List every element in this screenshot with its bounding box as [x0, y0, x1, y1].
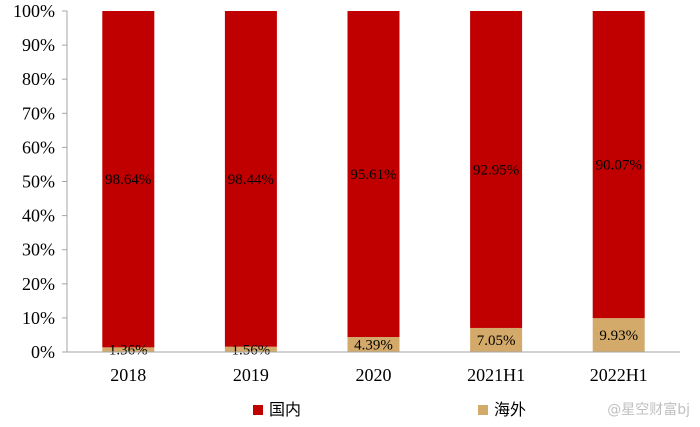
- y-tick-label: 40%: [22, 206, 55, 226]
- data-label-domestic: 92.95%: [473, 162, 519, 178]
- legend: 国内 海外: [253, 400, 526, 419]
- y-tick-label: 0%: [31, 342, 55, 362]
- y-tick-label: 20%: [22, 274, 55, 294]
- bar-overseas: [470, 327, 523, 352]
- y-axis: 0% 10% 20% 30% 40% 50% 60% 70% 80% 90% 100%: [13, 1, 68, 362]
- legend-swatch: [253, 405, 263, 415]
- legend-label: 海外: [494, 400, 526, 419]
- bar-domestic: [224, 11, 277, 347]
- data-label-domestic: 98.64%: [105, 172, 151, 188]
- legend-label: 国内: [269, 400, 301, 419]
- x-tick-label: 2018: [110, 365, 146, 385]
- y-tick-label: 70%: [22, 103, 55, 123]
- watermark-text: @星空财富bj: [607, 401, 690, 418]
- bar-domestic: [347, 11, 400, 338]
- x-tick-label: 2021H1: [467, 365, 525, 385]
- y-tick-label: 100%: [13, 1, 55, 21]
- data-label-domestic: 95.61%: [350, 167, 396, 183]
- y-tick-label: 50%: [22, 172, 55, 192]
- legend-swatch: [478, 405, 488, 415]
- bar-overseas: [592, 318, 645, 352]
- data-label-overseas: 1.36%: [109, 343, 148, 359]
- bar-domestic: [102, 11, 155, 348]
- data-label-overseas: 7.05%: [477, 333, 516, 349]
- data-label-overseas: 4.39%: [354, 338, 393, 354]
- y-tick-label: 60%: [22, 137, 55, 157]
- bar-domestic: [470, 11, 523, 328]
- y-tick-label: 30%: [22, 240, 55, 260]
- x-tick-label: 2022H1: [590, 365, 648, 385]
- bar-overseas: [224, 346, 277, 352]
- bar-overseas: [102, 347, 155, 352]
- y-tick-label: 90%: [22, 35, 55, 55]
- x-tick-label: 2020: [356, 365, 392, 385]
- data-label-domestic: 98.44%: [228, 172, 274, 188]
- data-label-domestic: 90.07%: [596, 158, 642, 174]
- x-axis: 2018 2019 2020 2021H1 2022H1: [67, 351, 680, 385]
- x-tick-label: 2019: [233, 365, 269, 385]
- bar-overseas: [347, 337, 400, 352]
- bar-domestic: [592, 11, 645, 319]
- data-label-overseas: 9.93%: [599, 328, 638, 344]
- data-label-overseas: 1.56%: [232, 342, 271, 358]
- y-tick-label: 80%: [22, 69, 55, 89]
- y-tick-label: 10%: [22, 308, 55, 328]
- bars: 98.64% 1.36% 98.44% 1.56% 95.61% 4.39% 92.95% 7…: [102, 11, 645, 359]
